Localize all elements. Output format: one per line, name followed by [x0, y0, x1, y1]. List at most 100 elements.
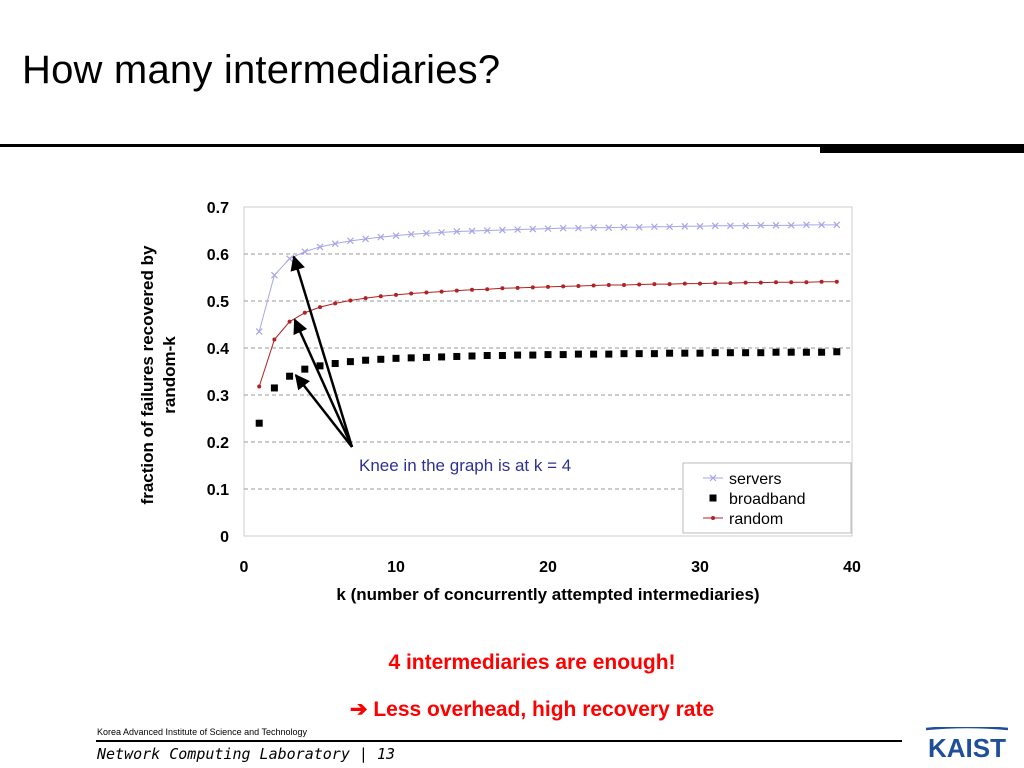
data-point-broadband [681, 349, 689, 357]
data-point-broadband [620, 350, 628, 358]
logo-text: KAIST [928, 733, 1006, 763]
data-point-servers [650, 223, 658, 231]
data-point-servers [438, 228, 446, 236]
title-divider-accent [820, 144, 1024, 153]
data-point-broadband [757, 349, 765, 357]
data-point-servers [362, 235, 370, 243]
data-point-broadband [392, 354, 400, 362]
data-point-servers [757, 221, 765, 229]
data-point-servers [286, 255, 294, 263]
data-point-random [637, 282, 642, 287]
data-point-broadband [301, 365, 309, 373]
data-point-servers [711, 222, 719, 230]
data-point-random [424, 290, 429, 295]
data-point-servers [346, 237, 354, 245]
annotation-text: Knee in the graph is at k = 4 [359, 456, 571, 475]
data-point-broadband [498, 352, 506, 360]
x-tick-label: 40 [843, 559, 861, 576]
title-divider [0, 144, 820, 147]
data-point-random [378, 294, 383, 299]
data-point-broadband [635, 350, 643, 358]
data-point-servers [529, 225, 537, 233]
data-point-random [804, 280, 809, 285]
data-point-servers [696, 222, 704, 230]
annotation-arrow [290, 255, 354, 448]
annotation-arrow [293, 318, 354, 448]
data-point-random [728, 281, 733, 286]
y-tick-label: 0.2 [207, 435, 229, 452]
data-point-random [439, 289, 444, 294]
data-point-random [591, 283, 596, 288]
y-axis-label-line: fraction of failures recovered by [138, 245, 157, 504]
data-point-random [743, 280, 748, 285]
annotation-arrow [294, 373, 353, 448]
data-point-servers [787, 221, 795, 229]
legend-label: random [729, 511, 783, 528]
legend-label: broadband [729, 491, 806, 508]
data-point-servers [574, 224, 582, 232]
data-point-random [333, 301, 338, 306]
data-point-random [789, 280, 794, 285]
data-point-broadband [438, 353, 446, 361]
data-point-broadband [544, 351, 552, 359]
y-axis-label-line: random-k [160, 336, 179, 414]
data-point-random [348, 298, 353, 303]
y-tick-label: 0.6 [207, 247, 229, 264]
data-point-servers [498, 226, 506, 234]
data-point-broadband [818, 348, 826, 356]
y-tick-label: 0.7 [207, 200, 229, 217]
data-point-random [530, 285, 535, 290]
data-point-broadband [453, 352, 461, 360]
data-point-servers [544, 225, 552, 233]
x-tick-label: 0 [240, 559, 249, 576]
data-point-servers [833, 221, 841, 229]
data-point-servers [377, 233, 385, 241]
data-point-broadband [590, 350, 598, 358]
data-point-broadband [726, 349, 734, 357]
plot-area [243, 206, 853, 537]
data-point-random [287, 319, 292, 324]
conclusion-line-1: 4 intermediaries are enough! [388, 651, 676, 674]
data-point-random [318, 305, 322, 310]
data-point-servers [407, 230, 415, 238]
data-point-servers [559, 224, 567, 232]
data-point-servers [742, 222, 750, 230]
series-line-servers [258, 224, 837, 332]
data-point-broadband [574, 350, 582, 358]
data-point-random [470, 287, 474, 292]
data-point-random [302, 310, 307, 315]
data-point-random [713, 281, 718, 286]
data-point-random [394, 292, 398, 297]
y-tick-label: 0.1 [207, 482, 229, 499]
y-tick-label: 0.5 [207, 294, 229, 311]
x-tick-label: 30 [691, 559, 709, 576]
data-point-servers [666, 223, 674, 231]
data-point-servers [620, 223, 628, 231]
data-point-broadband [331, 360, 339, 368]
data-point-broadband [742, 349, 750, 357]
data-point-broadband [529, 351, 537, 359]
data-point-broadband [711, 349, 719, 357]
data-point-servers [468, 227, 476, 235]
y-tick-label: 0.3 [207, 388, 229, 405]
data-point-random [561, 284, 566, 289]
data-point-random [758, 280, 763, 285]
data-point-servers [681, 222, 689, 230]
data-point-random [774, 280, 778, 285]
data-point-broadband [787, 348, 795, 356]
conclusion-line-2: ➔ Less overhead, high recovery rate [0, 697, 1024, 722]
data-point-broadband [468, 352, 476, 360]
data-point-broadband [772, 348, 780, 356]
y-tick-label: 0.4 [207, 341, 229, 358]
data-point-servers [316, 243, 324, 251]
data-point-random [272, 337, 277, 342]
data-point-random [606, 283, 611, 288]
data-point-broadband [696, 349, 704, 357]
data-point-servers [514, 226, 522, 233]
data-point-broadband [802, 348, 810, 356]
legend-marker [709, 474, 717, 482]
data-point-broadband [316, 362, 324, 370]
data-point-broadband [407, 354, 415, 362]
slide-title: How many intermediaries? [22, 48, 501, 92]
data-point-broadband [514, 351, 522, 359]
